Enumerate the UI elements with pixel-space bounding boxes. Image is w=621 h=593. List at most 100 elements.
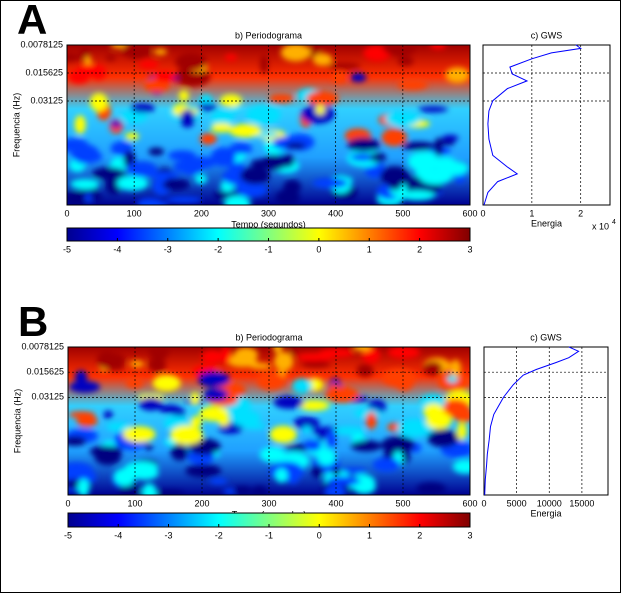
blob: [228, 357, 258, 368]
blob: [301, 360, 331, 368]
blob: [325, 386, 360, 403]
blob: [126, 161, 158, 178]
blob: [178, 90, 189, 102]
colorbar-tick-label: -4: [113, 244, 121, 254]
chart-title: b) Periodograma: [235, 332, 302, 342]
blob: [138, 397, 163, 411]
blob: [439, 399, 470, 419]
blob: [199, 133, 217, 145]
x-multiplier-exponent: 4: [612, 219, 616, 226]
x-tick-label: 10000: [537, 498, 562, 508]
blob: [68, 436, 87, 446]
blob: [70, 178, 100, 190]
blob: [96, 349, 117, 370]
blob: [210, 147, 236, 167]
blob: [67, 191, 92, 205]
blob: [229, 123, 262, 138]
blob: [90, 93, 108, 112]
spectrogram-blobs: [67, 45, 470, 205]
blob: [122, 426, 156, 443]
colorbar-tick-label: 3: [467, 244, 472, 254]
colorbar-tick-label: -4: [114, 530, 122, 540]
blob: [130, 103, 155, 113]
blob: [153, 489, 185, 495]
blob: [259, 446, 286, 463]
blob: [146, 171, 181, 179]
blob: [397, 55, 414, 67]
blob: [138, 60, 159, 69]
y-tick-label: 0.0078125: [20, 39, 63, 49]
blob: [397, 418, 431, 438]
blob: [387, 347, 421, 359]
blob: [153, 48, 168, 55]
blob: [312, 177, 348, 189]
blob: [89, 194, 103, 201]
blob: [224, 53, 238, 61]
blob: [211, 110, 235, 127]
blob: [273, 351, 294, 372]
blob: [169, 425, 204, 445]
blob: [162, 178, 190, 191]
blob: [381, 368, 417, 388]
blob: [427, 428, 459, 448]
spectrogram-blobs: [68, 347, 470, 495]
blob: [273, 395, 305, 409]
colorbar-tick-label: 1: [367, 530, 372, 540]
blob: [280, 45, 311, 62]
chart-title: b) Periodograma: [235, 30, 302, 40]
blob: [67, 52, 81, 62]
blob: [285, 142, 306, 149]
blob: [356, 363, 374, 378]
blob: [76, 414, 98, 427]
blob: [203, 388, 229, 402]
blob: [240, 166, 271, 185]
blob: [125, 377, 144, 389]
blob: [430, 45, 447, 50]
y-axis-label: Frequencia (Hz): [11, 93, 21, 158]
blob: [318, 348, 355, 358]
blob: [77, 64, 100, 76]
blob: [456, 422, 467, 441]
blob: [387, 176, 402, 191]
x-tick-label: 100: [127, 498, 142, 508]
blob: [397, 79, 428, 91]
x-tick-label: 300: [261, 208, 276, 218]
x-tick-label: 2: [578, 208, 583, 218]
x-tick-label: 1: [529, 208, 534, 218]
blob: [209, 477, 228, 485]
colorbar-tick-label: -1: [265, 530, 273, 540]
blob: [190, 392, 200, 406]
colorbar-tick-label: 0: [317, 530, 322, 540]
x-tick-label: 0: [481, 498, 486, 508]
x-tick-label: 100: [127, 208, 142, 218]
blob: [365, 412, 377, 430]
blob: [105, 54, 116, 61]
blob: [292, 378, 313, 394]
blob: [416, 482, 446, 495]
blob: [312, 53, 333, 66]
blob: [400, 190, 435, 201]
x-axis-label: Energia: [531, 218, 562, 228]
blob: [159, 404, 181, 414]
x-tick-label: 600: [462, 498, 477, 508]
colorbar-tick-label: 2: [417, 244, 422, 254]
x-tick-label: 200: [194, 208, 209, 218]
blob: [190, 415, 202, 428]
blob: [245, 105, 281, 125]
blob: [327, 62, 361, 70]
y-axis-label: Frequencia (Hz): [12, 389, 22, 454]
blob: [166, 196, 203, 204]
blob: [401, 141, 436, 151]
blob: [324, 485, 346, 495]
blob: [198, 406, 229, 422]
colorbar-tick-label: -3: [164, 530, 172, 540]
blob: [423, 361, 443, 376]
blob: [260, 54, 269, 74]
x-tick-label: 500: [395, 498, 410, 508]
blob: [197, 103, 217, 112]
blob: [179, 109, 195, 128]
blob: [185, 464, 222, 478]
blob: [350, 153, 376, 162]
blob: [297, 353, 330, 362]
